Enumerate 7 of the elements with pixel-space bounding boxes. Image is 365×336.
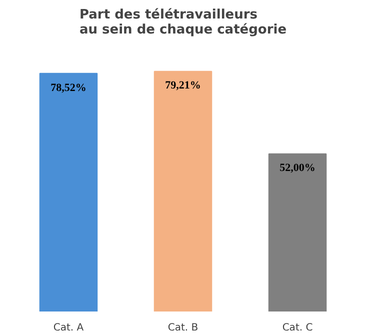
data-label: 52,00% [280,162,316,174]
x-tick-label: Cat. B [168,322,198,334]
x-tick-label: Cat. A [53,322,84,334]
data-label: 78,52% [50,82,86,94]
data-label: 79,21% [165,80,201,92]
chart-title: Part des télétravailleurs au sein de chaque catégorie [79,8,287,38]
x-tick-label: Cat. C [282,322,313,334]
